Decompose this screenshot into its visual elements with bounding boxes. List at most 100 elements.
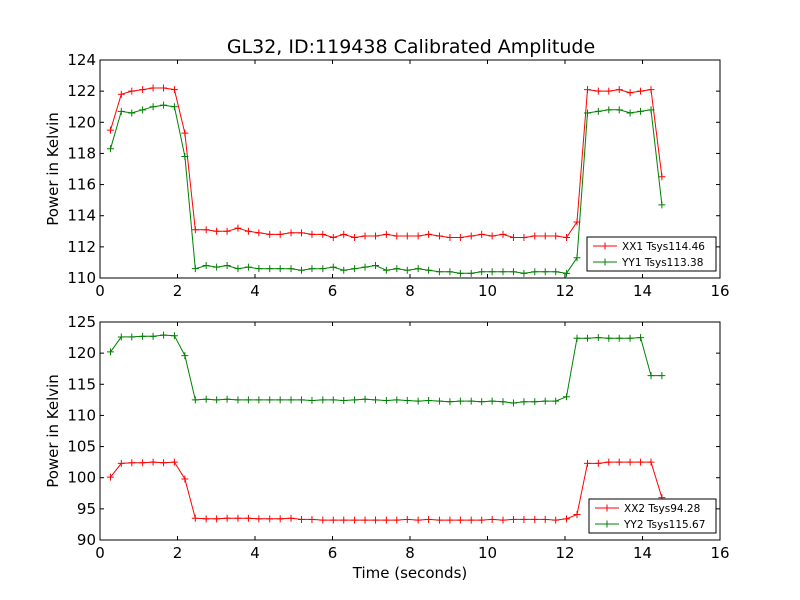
bottom-data-point (478, 398, 486, 406)
bottom-x-tick-label: 10 (478, 544, 497, 562)
bottom-data-point (647, 458, 655, 466)
bottom-data-point (583, 459, 591, 467)
bottom-data-point (425, 515, 433, 523)
top-data-point (170, 86, 178, 94)
bottom-y-tick-label: 105 (67, 438, 96, 456)
top-data-point (223, 262, 231, 270)
top-data-point (658, 201, 666, 209)
bottom-data-point (234, 514, 242, 522)
top-data-point (509, 234, 517, 242)
top-y-tick-label: 122 (67, 82, 96, 100)
bottom-data-point (425, 396, 433, 404)
top-legend-label: YY1 Tsys113.38 (621, 257, 703, 269)
bottom-data-point (181, 352, 189, 360)
bottom-data-point (583, 334, 591, 342)
bottom-data-point (361, 516, 369, 524)
bottom-data-point (287, 396, 295, 404)
top-data-point (637, 107, 645, 115)
bottom-data-point (340, 396, 348, 404)
top-x-tick-label: 14 (633, 282, 652, 300)
top-data-point (128, 87, 136, 95)
top-x-tick-label: 10 (478, 282, 497, 300)
bottom-data-point (573, 510, 581, 518)
top-data-point (414, 265, 422, 273)
bottom-data-point (446, 398, 454, 406)
bottom-legend-marker (603, 504, 611, 512)
bottom-data-point (139, 332, 147, 340)
top-data-point (393, 265, 401, 273)
bottom-data-point (637, 458, 645, 466)
top-data-point (541, 232, 549, 240)
top-x-tick-label: 12 (555, 282, 574, 300)
bottom-data-point (393, 396, 401, 404)
bottom-legend (588, 498, 717, 534)
bottom-data-point (128, 459, 136, 467)
bottom-data-point (637, 334, 645, 342)
bottom-data-point (414, 397, 422, 405)
bottom-data-point (435, 397, 443, 405)
bottom-data-point (170, 332, 178, 340)
top-y-axis-label: Power in Kelvin (44, 112, 62, 226)
top-x-tick-label: 16 (710, 282, 729, 300)
top-data-point (223, 227, 231, 235)
bottom-data-point (594, 459, 602, 467)
top-data-point (626, 109, 634, 117)
x-axis-label: Time (seconds) (352, 564, 468, 582)
bottom-data-point (552, 397, 560, 405)
bottom-data-point (488, 515, 496, 523)
bottom-data-point (181, 475, 189, 483)
bottom-x-tick-label: 8 (405, 544, 415, 562)
top-data-point (456, 269, 464, 277)
chart-title: GL32, ID:119438 Calibrated Amplitude (227, 36, 595, 58)
top-data-point (160, 101, 168, 109)
bottom-x-tick-label: 14 (633, 544, 652, 562)
top-data-point (658, 173, 666, 181)
top-plot-area: 0 2 4 6 8 10 12 14 16 110 112 114 116 118 120 122 124 XX1… (67, 51, 729, 300)
bottom-data-point (552, 516, 560, 524)
bottom-data-point (403, 396, 411, 404)
bottom-data-point (191, 514, 199, 522)
bottom-data-point (446, 516, 454, 524)
top-data-point (351, 234, 359, 242)
top-data-point (266, 230, 274, 238)
top-data-point (573, 254, 581, 262)
bottom-data-point (266, 515, 274, 523)
bottom-x-tick-label: 6 (328, 544, 338, 562)
bottom-plot-area: 0 2 4 6 8 10 12 14 16 90 95 100 105 110 115 120 125 XX2 T… (67, 313, 729, 562)
top-data-point (478, 268, 486, 276)
top-data-point (637, 87, 645, 95)
top-data-point (287, 229, 295, 237)
top-data-point (605, 106, 613, 114)
top-x-tick-label: 0 (95, 282, 105, 300)
top-data-point (403, 266, 411, 274)
bottom-data-point (223, 395, 231, 403)
bottom-data-point (149, 332, 157, 340)
bottom-y-tick-label: 125 (67, 313, 96, 331)
bottom-data-point (319, 396, 327, 404)
bottom-data-point (499, 398, 507, 406)
bottom-data-point (244, 514, 252, 522)
bottom-data-point (647, 372, 655, 380)
top-data-point (583, 86, 591, 94)
top-data-point (403, 232, 411, 240)
bottom-data-point (382, 516, 390, 524)
top-x-tick-label: 2 (173, 282, 183, 300)
bottom-data-point (287, 514, 295, 522)
bottom-data-point (106, 473, 114, 481)
top-data-point (382, 230, 390, 238)
top-data-point (266, 265, 274, 273)
bottom-data-point (160, 331, 168, 339)
top-y-tick-label: 110 (67, 269, 96, 287)
top-data-point (106, 145, 114, 153)
top-data-point (287, 265, 295, 273)
bottom-panel: Power in Kelvin Time (seconds) 0 2 4 6 8 10 12… (44, 313, 730, 582)
bottom-data-point (139, 459, 147, 467)
bottom-data-point (117, 459, 125, 467)
bottom-data-point (488, 397, 496, 405)
top-data-point (255, 229, 263, 237)
bottom-data-point (255, 396, 263, 404)
bottom-data-point (213, 396, 221, 404)
top-data-point (456, 234, 464, 242)
top-data-point (520, 234, 528, 242)
top-x-tick-label: 6 (328, 282, 338, 300)
